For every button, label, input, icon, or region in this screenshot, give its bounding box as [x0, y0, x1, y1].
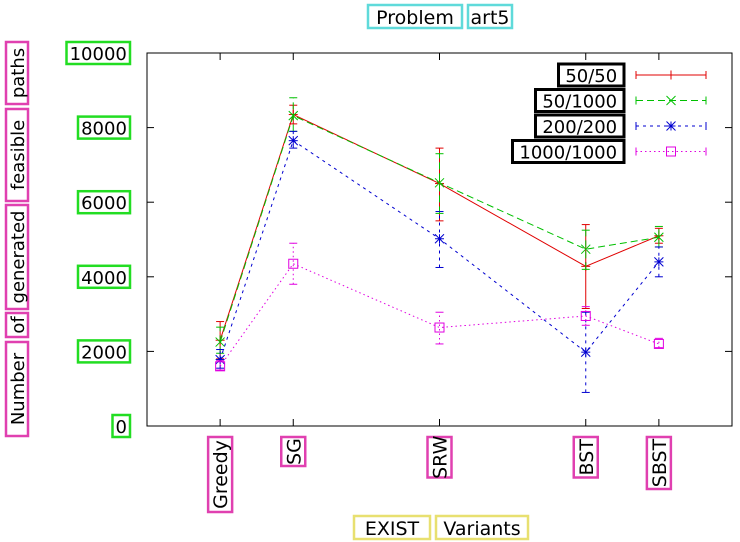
data-point	[580, 347, 591, 357]
xlabel-word-1: EXIST	[365, 518, 420, 540]
y-tick-label-box	[111, 413, 132, 439]
ylabel-word-2: of	[8, 316, 29, 334]
x-tick-label-box	[572, 435, 599, 479]
data-point	[666, 146, 676, 157]
ylabel-word-4: feasible	[8, 120, 29, 190]
legend-label-box	[557, 62, 626, 88]
data-point	[288, 110, 299, 121]
data-point	[654, 257, 664, 267]
error-bar	[581, 229, 590, 270]
x-tick-label-box	[206, 435, 234, 514]
x-tick-label-box	[426, 435, 453, 479]
data-point	[654, 232, 664, 243]
series-1000-1000	[215, 242, 664, 372]
legend-label: 50/50	[565, 66, 617, 87]
error-bar	[435, 153, 444, 214]
error-bar	[216, 360, 225, 371]
data-point	[434, 233, 445, 244]
series-50-1000	[215, 97, 664, 354]
error-bar	[289, 242, 298, 285]
legend-label-box	[534, 88, 626, 113]
legend-entry: 50/50	[557, 62, 707, 88]
legend-label-box	[511, 139, 626, 164]
error-bar	[435, 311, 444, 345]
legend-label: 1000/1000	[519, 143, 617, 164]
x-tick-label: SG	[283, 438, 305, 465]
data-point	[288, 258, 299, 269]
y-tick-label-box	[76, 115, 132, 140]
x-tick-label: Greedy	[210, 440, 232, 509]
data-point	[580, 310, 591, 321]
legend-label-box	[534, 113, 626, 139]
ylabel-word-1: Number	[8, 352, 29, 425]
error-bar	[654, 337, 663, 349]
y-tick-label-box	[65, 40, 132, 66]
legend-label: 50/1000	[542, 92, 617, 113]
data-point	[653, 338, 664, 349]
x-tick-label-box	[280, 435, 307, 468]
legend-entry: 200/200	[534, 113, 707, 139]
data-point	[434, 177, 445, 188]
data-point	[434, 322, 445, 333]
y-tick-label: 8000	[81, 119, 127, 140]
y-tick-label: 10000	[70, 44, 127, 65]
data-point	[666, 95, 676, 106]
y-tick-label-box	[76, 264, 132, 290]
series-layer	[215, 97, 664, 393]
x-tick-label-box	[645, 435, 673, 491]
data-point	[288, 135, 299, 146]
y-tick-label: 0	[116, 417, 127, 438]
error-bar	[581, 311, 590, 393]
data-point	[666, 121, 676, 131]
x-tick-label-group: Greedy	[206, 435, 234, 514]
x-tick-label: BST	[576, 439, 598, 476]
data-point	[215, 337, 225, 347]
legend-entry: 50/1000	[534, 88, 707, 113]
x-tick-label-group: SG	[280, 435, 307, 468]
ylabel-word-3: generated	[8, 211, 29, 304]
axis-ticks: 0 2000 4000 6000 8000 10000 Greedy SG SRW BST SBST	[65, 40, 732, 514]
legend-label: 200/200	[542, 117, 617, 138]
y-axis-label: Number of generated feasible paths	[4, 40, 30, 438]
x-tick-label-group: BST	[572, 435, 599, 479]
x-tick-label: SRW	[430, 435, 452, 478]
error-bar	[435, 211, 444, 268]
y-tick-label: 6000	[81, 193, 127, 214]
xlabel-word-2: Variants	[443, 518, 520, 540]
title-word-1: Problem	[376, 7, 454, 29]
y-tick-label-box	[76, 189, 132, 215]
data-point	[215, 361, 226, 372]
ylabel-word-5: paths	[8, 48, 29, 98]
error-bar	[581, 306, 590, 326]
data-point	[666, 70, 676, 80]
x-tick-label: SBST	[649, 438, 671, 487]
title-word-2: art5	[471, 7, 510, 29]
x-tick-label-group: SRW	[426, 435, 453, 479]
y-tick-label-box	[76, 339, 132, 364]
data-point	[580, 244, 591, 255]
x-tick-label-group: SBST	[645, 435, 673, 491]
chart-title: Problem art5	[366, 3, 514, 30]
x-axis-label: EXIST Variants	[352, 514, 530, 541]
y-tick-label: 4000	[81, 268, 127, 289]
series-line	[219, 263, 660, 367]
y-tick-label: 2000	[81, 342, 127, 363]
legend-entry: 1000/1000	[511, 139, 707, 164]
series-200-200	[215, 130, 664, 393]
legend: 50/50 50/1000 200/200 1000/1000	[511, 62, 707, 164]
